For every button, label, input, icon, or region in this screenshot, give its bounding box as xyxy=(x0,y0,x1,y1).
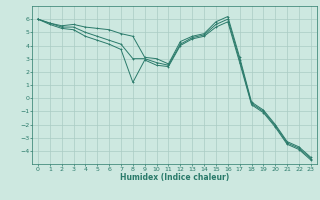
X-axis label: Humidex (Indice chaleur): Humidex (Indice chaleur) xyxy=(120,173,229,182)
